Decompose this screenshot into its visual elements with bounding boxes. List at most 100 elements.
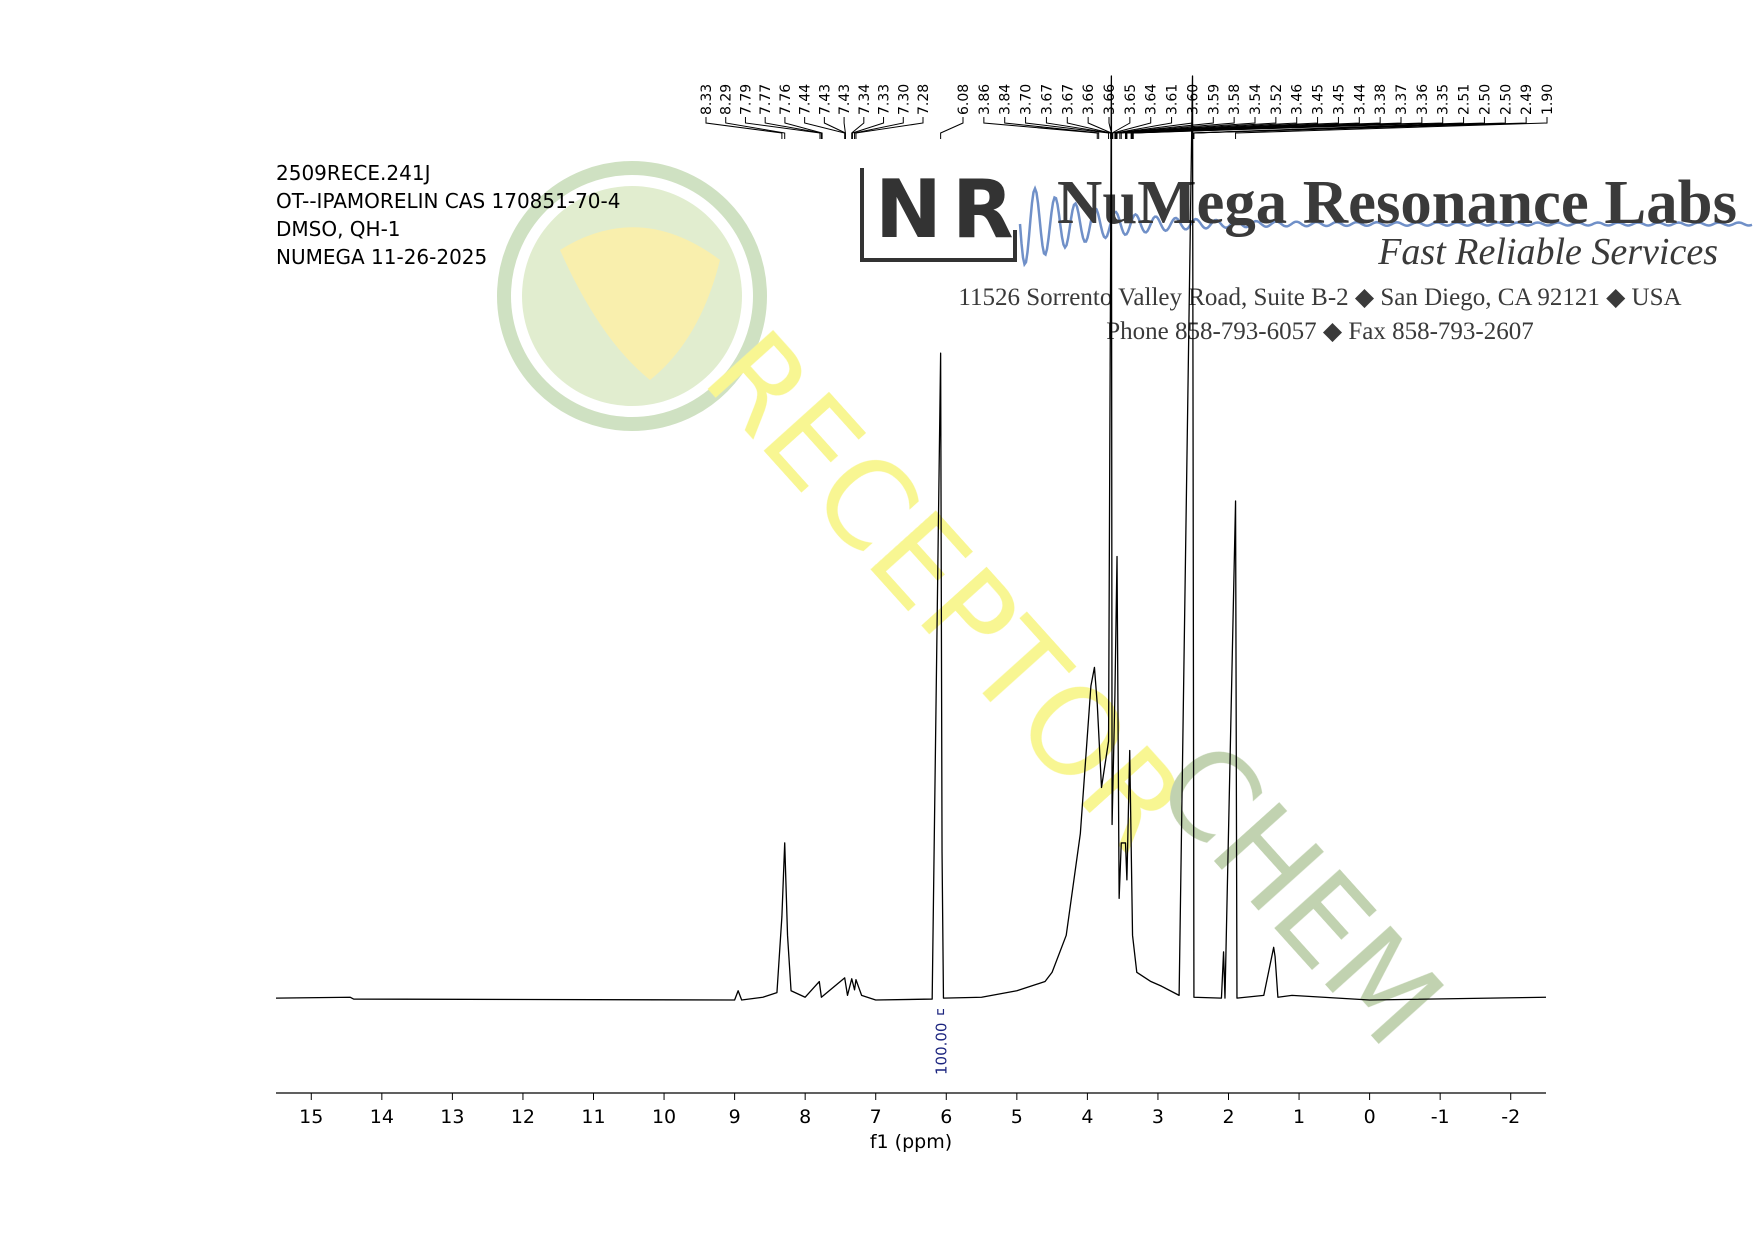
peak-connector [1116, 117, 1235, 139]
peak-connector [784, 117, 823, 139]
peak-label: 3.61 [1165, 84, 1181, 115]
peak-connector [1115, 117, 1214, 139]
peak-label: 7.43 [817, 84, 833, 115]
integral-bracket [937, 1009, 945, 1015]
info-line: NUMEGA 11-26-2025 [276, 245, 487, 269]
peak-label: 2.50 [1477, 84, 1493, 115]
watermark-ring [497, 161, 767, 431]
peak-label: 3.65 [1123, 84, 1139, 115]
logo-address: 11526 Sorrento Valley Road, Suite B-2 ◆ … [958, 284, 1681, 311]
peak-connector [940, 117, 964, 139]
info-line: DMSO, QH-1 [276, 217, 401, 241]
sample-info: 2509RECE.241J OT--IPAMORELIN CAS 170851-… [276, 161, 620, 269]
peak-connector [843, 117, 846, 139]
peak-connector [1126, 117, 1360, 139]
x-tick-label: -1 [1431, 1106, 1450, 1128]
peak-connector [1119, 117, 1256, 139]
logo-slogan: Fast Reliable Services [1377, 231, 1718, 273]
x-tick-label: 11 [581, 1106, 605, 1128]
x-tick-label: 0 [1364, 1106, 1376, 1128]
peak-connector [1193, 117, 1527, 139]
peak-label: 8.29 [719, 84, 735, 115]
peak-connector [1004, 117, 1100, 139]
info-line: 2509RECE.241J [276, 161, 430, 185]
peak-label: 7.30 [896, 84, 912, 115]
logo-name: NuMega Resonance Labs [1057, 169, 1737, 237]
peak-connector [705, 117, 783, 139]
x-tick-label: 13 [440, 1106, 464, 1128]
peak-label: 7.79 [738, 84, 754, 115]
x-tick-label: 1 [1293, 1106, 1305, 1128]
peak-connector [983, 117, 1098, 139]
peak-label: 3.67 [1060, 84, 1076, 115]
peak-connector [851, 117, 865, 139]
plot: f1 (ppm) 15 14 13 12 11 10 9 8 7 6 5 4 3 2 1 0 -1 -28.33 8… [275, 75, 1556, 1153]
peak-label: 3.52 [1269, 84, 1285, 115]
peak-connector [1108, 117, 1112, 139]
peak-label: 7.34 [857, 84, 873, 115]
peak-connector [854, 117, 904, 139]
peak-label: 7.76 [778, 84, 794, 115]
peak-label: 3.35 [1436, 84, 1452, 115]
peak-label: 8.33 [699, 84, 715, 115]
peak-connector [855, 117, 924, 139]
x-tick-label: 9 [729, 1106, 741, 1128]
logo-wave [1018, 185, 1753, 268]
peak-label: 3.66 [1102, 84, 1118, 115]
peak-connector [764, 117, 822, 139]
peak-label: 3.37 [1394, 84, 1410, 115]
x-tick-label: 8 [799, 1106, 811, 1128]
peak-connector [1120, 117, 1277, 139]
peak-label: 3.67 [1039, 84, 1055, 115]
peak-label: 3.59 [1206, 84, 1222, 115]
peak-label: 7.77 [758, 84, 774, 115]
peak-connector [1066, 117, 1112, 139]
peak-label: 3.70 [1019, 84, 1035, 115]
peak-connector [1124, 117, 1298, 139]
x-tick-label: 5 [1011, 1106, 1023, 1128]
x-tick-label: 14 [370, 1106, 394, 1128]
spectrum-line [275, 75, 1547, 1001]
logo-initial: R [952, 163, 1014, 256]
peak-label: 6.08 [956, 84, 972, 115]
peak-connector [1025, 117, 1110, 139]
peak-connector [823, 117, 846, 139]
x-tick-label: 3 [1152, 1106, 1164, 1128]
peak-connector [1111, 117, 1131, 139]
watermark-leaf [560, 227, 720, 380]
peak-label: 3.66 [1081, 84, 1097, 115]
peak-connector [804, 117, 846, 139]
x-tick-label: 7 [870, 1106, 882, 1128]
peak-connector [1235, 117, 1548, 139]
logo: N R NuMega Resonance Labs Fast Reliable … [860, 163, 1753, 345]
peak-label: 2.50 [1498, 84, 1514, 115]
peak-label: 3.58 [1227, 84, 1243, 115]
peak-label: 2.49 [1519, 84, 1535, 115]
peak-label: 7.33 [877, 84, 893, 115]
integral-label: 100.00 [933, 1023, 951, 1076]
peak-label: 7.43 [837, 84, 853, 115]
peak-label: 3.45 [1331, 84, 1347, 115]
watermark-text: CHEM [1128, 716, 1468, 1072]
x-tick-label: 4 [1081, 1106, 1093, 1128]
logo-frame [860, 168, 1017, 262]
peak-connector [1087, 117, 1112, 139]
peak-label: 1.90 [1540, 84, 1556, 115]
peak-label: 3.60 [1185, 84, 1201, 115]
peak-label: 3.54 [1248, 84, 1264, 115]
x-tick-label: 12 [511, 1106, 535, 1128]
x-tick-label: 2 [1222, 1106, 1234, 1128]
peak-label: 3.86 [977, 84, 993, 115]
peak-connector [744, 117, 821, 139]
peak-label: 3.84 [998, 84, 1014, 115]
peak-label: 2.51 [1457, 84, 1473, 115]
info-line: OT--IPAMORELIN CAS 170851-70-4 [276, 189, 620, 213]
x-tick-label: 6 [940, 1106, 952, 1128]
peak-label: 3.64 [1144, 84, 1160, 115]
peak-label: 7.44 [798, 84, 814, 115]
peak-label: 3.44 [1352, 84, 1368, 115]
watermark-text: RECEPTOR [678, 306, 1211, 876]
logo-phone: Phone 858-793-6057 ◆ Fax 858-793-2607 [1106, 318, 1534, 345]
